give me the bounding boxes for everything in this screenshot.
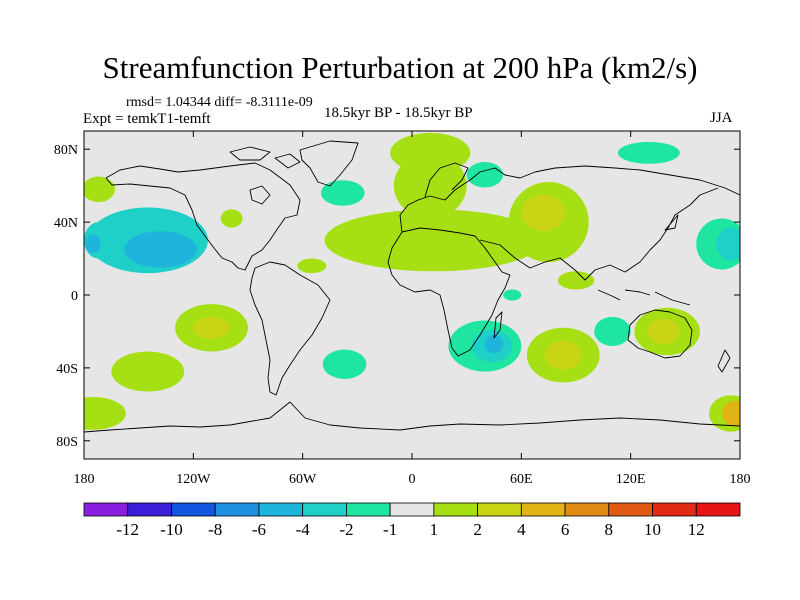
- x-tick-label: 60W: [289, 472, 317, 487]
- x-tick-label: 60E: [510, 472, 533, 487]
- coastline-north-america: [105, 162, 301, 271]
- coastline-greenland: [299, 140, 359, 187]
- colorbar-box: [652, 502, 697, 517]
- colorbar-box: [695, 502, 741, 517]
- colorbar-box: [83, 502, 129, 517]
- anomaly-region: [85, 234, 101, 254]
- colorbar-label: -2: [339, 520, 353, 539]
- anomaly-region: [220, 209, 243, 228]
- colorbar-label: 4: [517, 520, 526, 539]
- coastline-antarctica: [84, 401, 740, 433]
- coastline-madagascar: [493, 311, 503, 339]
- colorbar-box: [564, 502, 610, 517]
- x-tick-label: 180: [730, 472, 751, 487]
- anomaly-region: [297, 258, 327, 274]
- coastline-new-zealand: [717, 349, 731, 373]
- anomaly-region: [503, 289, 522, 301]
- x-tick-label: 120E: [616, 472, 646, 487]
- colorbar-label: -12: [116, 520, 139, 539]
- y-tick-label: 40N: [54, 216, 78, 231]
- colorbar: -12 -10 -8 -6 -4 -2 -1 1 2 4 6 8 10 12: [83, 502, 741, 539]
- anomaly-region: [393, 152, 467, 219]
- colorbar-box: [214, 502, 260, 517]
- anomaly-region: [84, 176, 115, 203]
- colorbar-box: [477, 502, 522, 517]
- anomaly-region: [124, 231, 197, 268]
- y-axis: 80N 40N 0 40S 80S: [54, 143, 740, 450]
- coastline-japan: [664, 214, 679, 231]
- colorbar-label: -10: [160, 520, 183, 539]
- colorbar-box: [520, 502, 566, 517]
- colorbar-box: [608, 502, 653, 517]
- anomaly-regions: [84, 132, 740, 432]
- anomaly-region: [557, 271, 595, 290]
- season-label: JJA: [710, 110, 733, 126]
- colorbar-box: [345, 502, 391, 517]
- coastline-europe: [399, 165, 740, 233]
- colorbar-label: -8: [208, 520, 222, 539]
- colorbar-box: [302, 502, 347, 517]
- colorbar-label: 8: [605, 520, 614, 539]
- coastline-africa: [387, 227, 511, 357]
- anomaly-region: [594, 316, 631, 347]
- anomaly-region: [521, 194, 566, 232]
- x-axis: 180 120W 60W 0 60E 120E 180: [74, 131, 751, 487]
- coastline-scandinavia: [424, 162, 469, 198]
- anomaly-region: [545, 340, 582, 370]
- anomaly-region: [84, 397, 126, 430]
- anomaly-region: [324, 209, 544, 272]
- colorbar-label: -4: [296, 520, 311, 539]
- x-tick-label: 0: [409, 472, 416, 487]
- anomaly-region: [320, 180, 365, 206]
- colorbar-label: -1: [383, 520, 397, 539]
- colorbar-box: [433, 502, 479, 517]
- experiment-label: Expt = temkT1-temft: [83, 111, 211, 127]
- y-tick-label: 40S: [56, 362, 78, 377]
- colorbar-label: 10: [644, 520, 661, 539]
- anomaly-region: [466, 161, 504, 188]
- coastline-australia: [627, 309, 693, 359]
- colorbar-label: 12: [688, 520, 705, 539]
- anomaly-region: [193, 316, 230, 339]
- coastlines: [84, 140, 740, 433]
- x-tick-label: 180: [74, 472, 95, 487]
- colorbar-box: [127, 502, 172, 517]
- period-label: 18.5kyr BP - 18.5kyr BP: [324, 105, 473, 121]
- coastline-indonesia: [597, 289, 691, 306]
- colorbar-label: -6: [252, 520, 266, 539]
- anomaly-region: [721, 400, 740, 427]
- anomaly-region: [647, 318, 680, 345]
- coastline-south-america: [249, 261, 331, 396]
- y-tick-label: 80N: [54, 143, 78, 158]
- colorbar-box: [389, 502, 435, 517]
- y-tick-label: 80S: [56, 435, 78, 450]
- anomaly-region: [484, 335, 504, 354]
- colorbar-label: 1: [430, 520, 439, 539]
- coastline-asia: [479, 187, 719, 281]
- anomaly-region: [111, 351, 185, 392]
- colorbar-box: [171, 502, 216, 517]
- coastline-hudson-bay: [249, 185, 271, 205]
- colorbar-box: [258, 502, 304, 517]
- stats-label: rmsd= 1.04344 diff= -8.3111e-09: [126, 95, 313, 110]
- anomaly-region: [617, 141, 680, 164]
- colorbar-label: 6: [561, 520, 570, 539]
- chart-title: Streamfunction Perturbation at 200 hPa (…: [102, 50, 698, 85]
- colorbar-label: 2: [473, 520, 482, 539]
- y-tick-label: 0: [71, 289, 78, 304]
- coastline-arctic-islands: [229, 146, 301, 169]
- anomaly-region: [716, 227, 740, 261]
- x-tick-label: 120W: [176, 472, 211, 487]
- anomaly-region: [322, 349, 367, 379]
